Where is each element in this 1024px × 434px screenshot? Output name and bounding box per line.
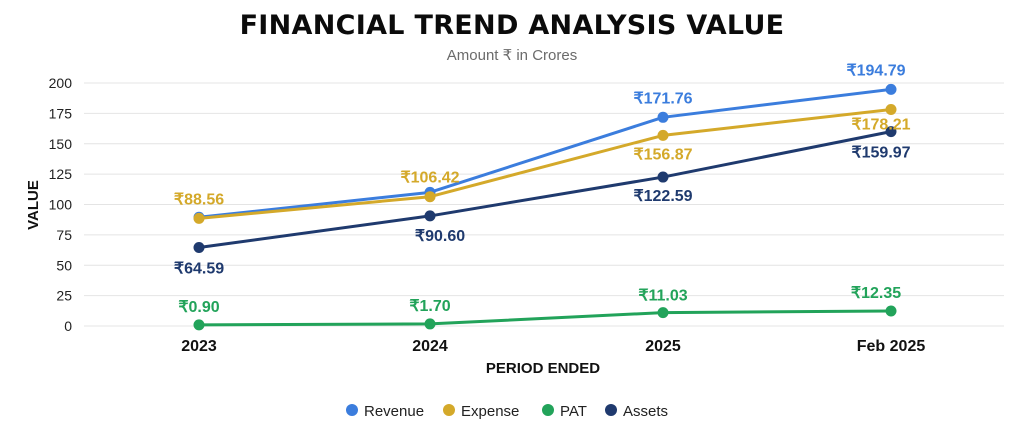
y-tick-label: 100 [49, 197, 73, 213]
legend-label-pat: PAT [560, 403, 587, 420]
data-point-assets [193, 242, 205, 254]
data-label-assets: ₹122.59 [633, 188, 692, 205]
data-label-assets: ₹64.59 [174, 261, 224, 278]
y-tick-label: 0 [64, 318, 72, 334]
x-tick-label: 2023 [181, 338, 217, 355]
data-point-expense [424, 191, 436, 203]
x-axis-title: PERIOD ENDED [486, 360, 600, 377]
data-point-assets [657, 171, 669, 183]
data-point-assets [424, 210, 436, 222]
data-point-pat [424, 318, 436, 330]
y-axis-title: VALUE [25, 180, 42, 230]
legend-marker-pat [542, 404, 554, 416]
legend-marker-expense [443, 404, 455, 416]
data-label-revenue: ₹194.79 [846, 62, 905, 79]
data-label-expense: ₹178.21 [851, 116, 910, 133]
axis-layer: PERIOD ENDED VALUE 2023 2024 2025 Feb 2025 [25, 180, 925, 377]
series-line-pat [197, 309, 893, 327]
data-point-revenue [657, 111, 669, 123]
data-point-assets [885, 126, 897, 138]
chart-subtitle: Amount ₹ in Crores [446, 47, 578, 64]
data-label-assets: ₹90.60 [415, 228, 465, 245]
y-tick-label: 200 [49, 75, 73, 91]
y-tick-label: 175 [49, 105, 73, 121]
legend-label-revenue: Revenue [364, 403, 424, 420]
legend-marker-revenue [346, 404, 358, 416]
data-label-pat: ₹1.70 [409, 298, 450, 315]
y-tick-label: 75 [56, 227, 72, 243]
chart-title: FINANCIAL TREND ANALYSIS VALUE [239, 10, 785, 41]
data-point-pat [885, 305, 897, 317]
data-point-expense [193, 212, 205, 224]
series-layer [193, 83, 897, 331]
legend-marker-assets [605, 404, 617, 416]
y-tick-label: 50 [56, 257, 72, 273]
legend: Revenue Expense PAT Assets [346, 403, 668, 420]
series-line-expense [197, 107, 893, 220]
data-label-assets: ₹159.97 [851, 145, 910, 162]
y-tick-label: 150 [49, 136, 73, 152]
legend-label-assets: Assets [623, 403, 668, 420]
y-tick-label: 125 [49, 166, 73, 182]
data-label-expense: ₹88.56 [174, 191, 224, 208]
y-tick-label: 25 [56, 288, 72, 304]
data-point-pat [193, 319, 205, 331]
data-point-expense [885, 103, 897, 115]
data-label-expense: ₹156.87 [633, 146, 692, 163]
data-label-revenue: ₹171.76 [633, 90, 692, 107]
data-point-expense [657, 129, 669, 141]
series-line-revenue [197, 87, 893, 219]
legend-label-expense: Expense [461, 403, 519, 420]
data-point-revenue [885, 83, 897, 95]
data-label-pat: ₹11.03 [638, 288, 687, 305]
label-layer: ₹171.76 ₹194.79 ₹88.56 ₹106.42 ₹156.87 ₹178.2… [174, 62, 911, 316]
x-tick-label: Feb 2025 [857, 338, 926, 355]
data-point-pat [657, 307, 669, 319]
data-label-pat: ₹0.90 [178, 299, 219, 316]
data-label-pat: ₹12.35 [851, 285, 901, 302]
x-tick-label: 2025 [645, 338, 681, 355]
series-line-assets [197, 130, 893, 250]
data-label-expense: ₹106.42 [400, 170, 459, 187]
x-tick-label: 2024 [412, 338, 448, 355]
